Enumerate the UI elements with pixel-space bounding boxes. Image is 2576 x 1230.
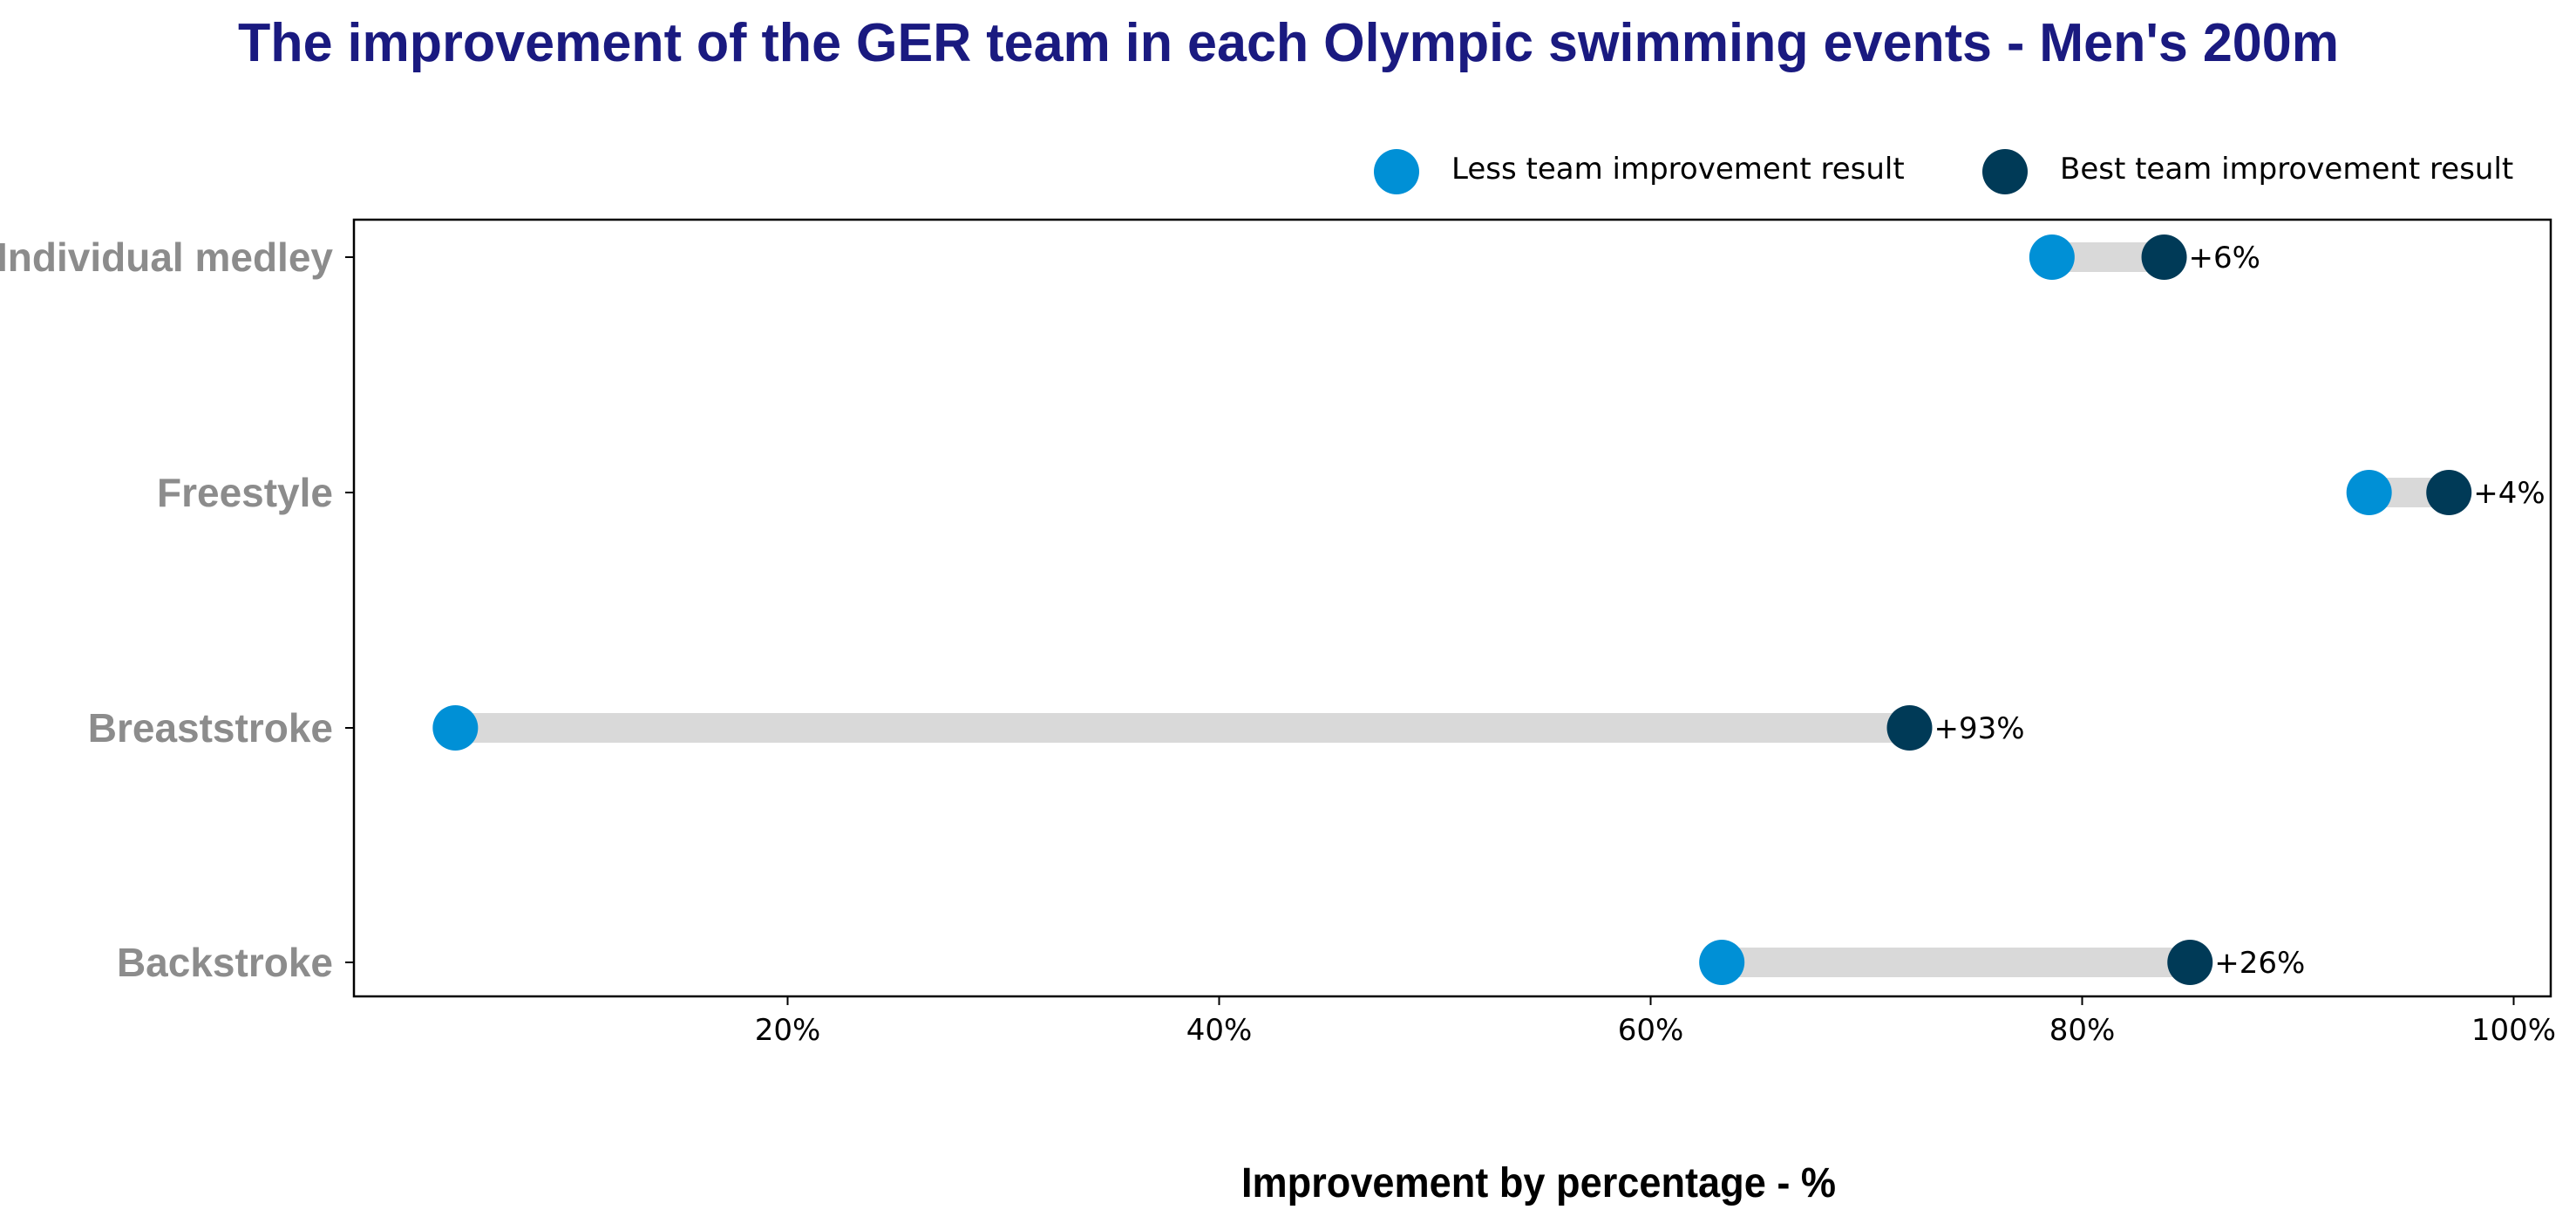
point-less-improvement [2346, 470, 2392, 515]
legend-marker-best [1982, 149, 2028, 194]
improvement-data-label: +93% [1934, 711, 2025, 746]
improvement-data-label: +4% [2473, 476, 2545, 511]
y-axis: Individual medley Freestyle Breaststroke Ba… [0, 234, 354, 985]
chart-title: The improvement of the GER team in each … [238, 13, 2339, 73]
category-label: Breaststroke [88, 705, 333, 751]
x-tick-label: 60% [1618, 1013, 1684, 1048]
category-label: Freestyle [157, 470, 333, 515]
x-axis: 20% 40% 60% 80% 100% [755, 996, 2556, 1048]
legend: Less team improvement result Best team i… [1374, 149, 2513, 194]
category-label: Individual medley [0, 234, 333, 280]
point-best-improvement [2167, 940, 2213, 985]
legend-label-less: Less team improvement result [1451, 152, 1905, 187]
point-best-improvement [1886, 705, 1933, 751]
plot-frame [352, 218, 2552, 998]
x-tick-label: 80% [2049, 1013, 2116, 1048]
point-best-improvement [2141, 234, 2187, 280]
point-less-improvement [1699, 940, 1745, 985]
improvement-data-label: +6% [2189, 241, 2260, 275]
x-tick-label: 40% [1186, 1013, 1253, 1048]
category-label: Backstroke [117, 940, 333, 985]
x-tick-label: 20% [755, 1013, 821, 1048]
x-axis-label: Improvement by percentage - % [1241, 1160, 1836, 1206]
improvement-data-label: +26% [2214, 946, 2305, 981]
legend-marker-less [1374, 149, 1419, 194]
plot-marks: +6% +4% +93% +26% [432, 234, 2545, 985]
point-less-improvement [2029, 234, 2075, 280]
x-tick-label: 100% [2471, 1013, 2556, 1048]
point-less-improvement [432, 705, 479, 751]
legend-label-best: Best team improvement result [2060, 152, 2513, 187]
point-best-improvement [2426, 470, 2472, 515]
